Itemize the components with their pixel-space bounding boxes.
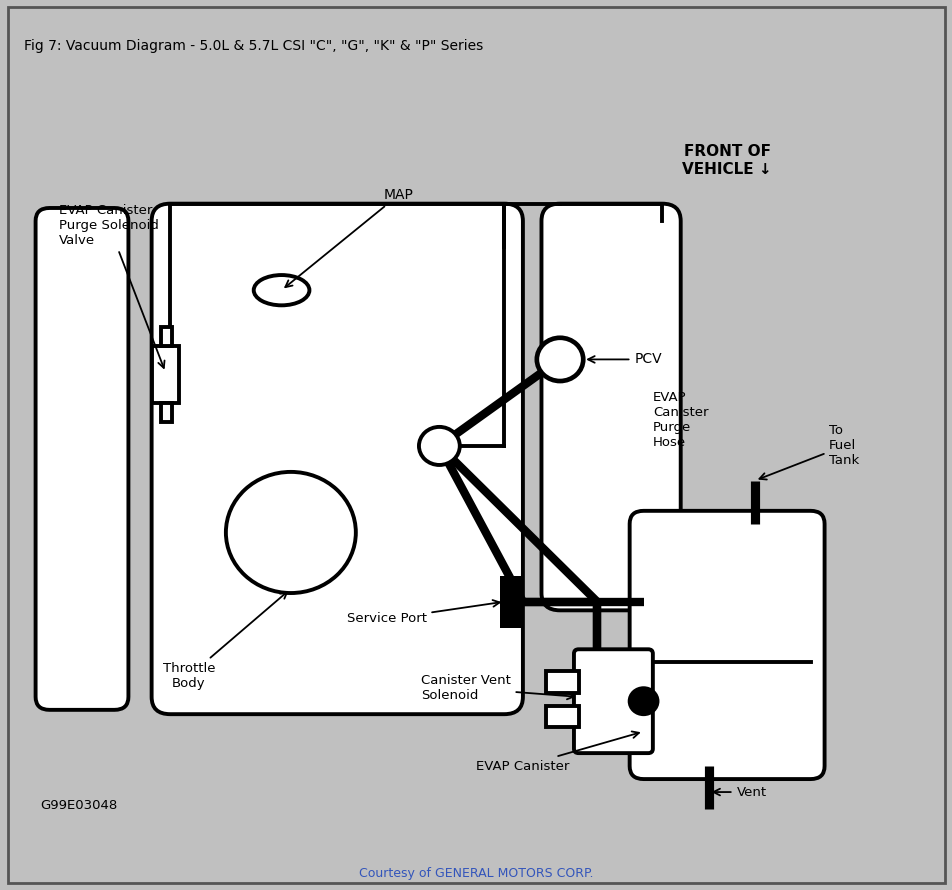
Text: G99E03048: G99E03048 [40,799,117,813]
Text: Vent: Vent [713,786,765,798]
Text: Canister Vent
Solenoid: Canister Vent Solenoid [421,675,573,702]
Text: Throttle
Body: Throttle Body [163,592,287,691]
Circle shape [629,688,657,714]
Text: MAP: MAP [285,188,413,287]
FancyBboxPatch shape [573,650,652,753]
Text: EVAP Canister: EVAP Canister [476,732,638,773]
Bar [545,671,578,692]
FancyBboxPatch shape [541,204,680,611]
Text: Courtesy of GENERAL MOTORS CORP.: Courtesy of GENERAL MOTORS CORP. [359,868,593,880]
Ellipse shape [253,275,309,305]
Bar [499,576,523,627]
Bar [151,346,179,402]
Text: EVAP Canister
Purge Solenoid
Valve: EVAP Canister Purge Solenoid Valve [59,204,165,368]
FancyBboxPatch shape [629,511,823,779]
Circle shape [226,472,355,593]
FancyBboxPatch shape [35,208,129,710]
Bar [545,706,578,727]
Text: PCV: PCV [587,352,662,367]
Text: Fig 7: Vacuum Diagram - 5.0L & 5.7L CSI "C", "G", "K" & "P" Series: Fig 7: Vacuum Diagram - 5.0L & 5.7L CSI … [24,39,483,53]
Text: FRONT OF
VEHICLE ↓: FRONT OF VEHICLE ↓ [682,144,771,176]
Bar [161,328,172,346]
Circle shape [536,338,583,381]
Bar [161,402,172,422]
Text: To
Fuel
Tank: To Fuel Tank [759,425,859,480]
Text: Service Port: Service Port [347,600,499,626]
FancyBboxPatch shape [151,204,523,714]
Circle shape [419,427,459,465]
Text: EVAP
Canister
Purge
Hose: EVAP Canister Purge Hose [652,391,707,449]
